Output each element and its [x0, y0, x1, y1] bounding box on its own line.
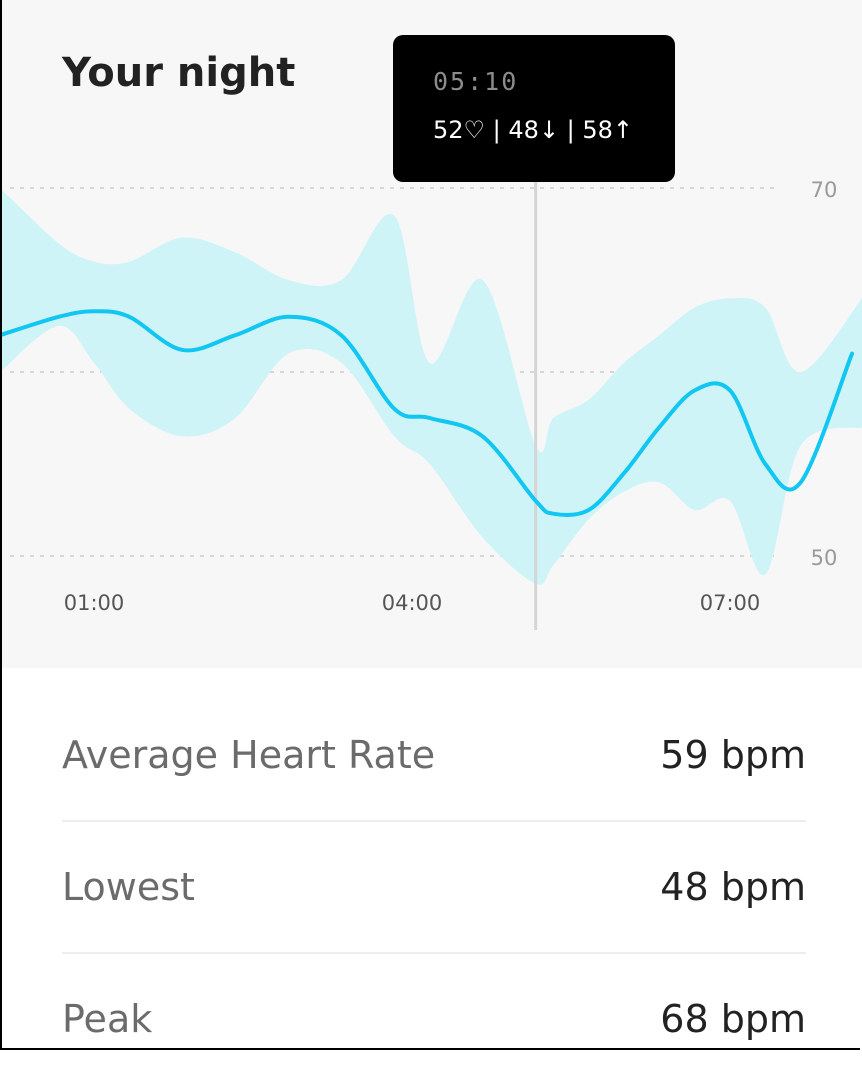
stat-row-peak: Peak 68 bpm [62, 954, 806, 1084]
range-band [0, 188, 862, 585]
y-tick-label: 70 [811, 178, 838, 202]
page-title: Your night [62, 50, 296, 96]
tooltip-values: 52♡ | 48↓ | 58↑ [433, 116, 634, 144]
x-tick-label: 07:00 [700, 591, 761, 615]
y-tick-label: 50 [811, 546, 838, 570]
stat-value: 59 bpm [660, 733, 806, 777]
x-tick-label: 04:00 [382, 591, 443, 615]
stat-value: 68 bpm [660, 997, 806, 1041]
stat-row-average: Average Heart Rate 59 bpm [62, 690, 806, 822]
x-tick-label: 01:00 [64, 591, 125, 615]
average-line [0, 309, 854, 517]
stat-row-lowest: Lowest 48 bpm [62, 822, 806, 954]
stat-label: Lowest [62, 865, 195, 909]
stat-label: Peak [62, 997, 153, 1041]
stat-value: 48 bpm [660, 865, 806, 909]
tooltip-time: 05:10 [433, 67, 519, 96]
heart-rate-stats: Average Heart Rate 59 bpm Lowest 48 bpm … [62, 690, 806, 1084]
stat-label: Average Heart Rate [62, 733, 436, 777]
chart-tooltip: 05:10 52♡ | 48↓ | 58↑ [393, 35, 675, 182]
